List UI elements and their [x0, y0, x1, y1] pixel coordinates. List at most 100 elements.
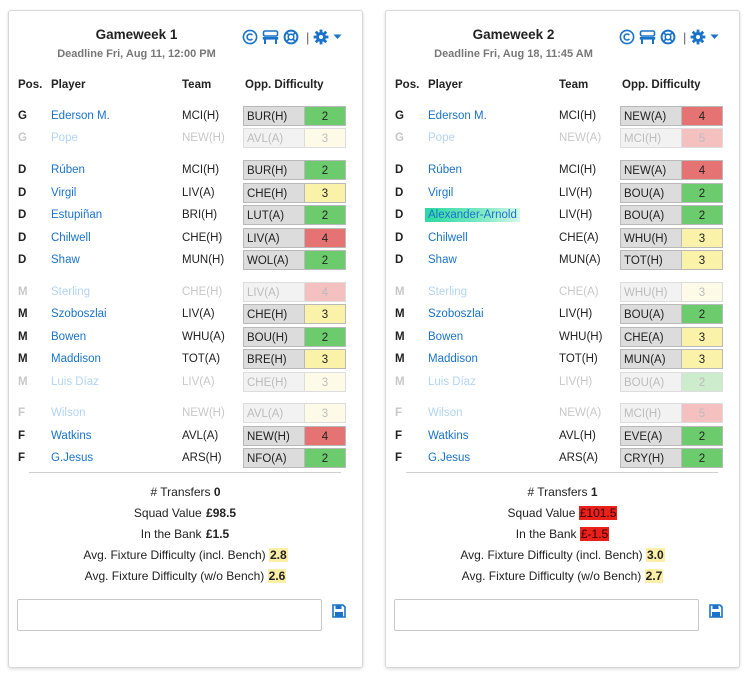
player-name-link[interactable]: G.Jesus [428, 452, 471, 464]
bank-value: £1.5 [205, 527, 230, 541]
player-name-link[interactable]: Bowen [51, 331, 87, 343]
position-label: F [18, 430, 26, 442]
player-name-link[interactable]: Sterling [51, 286, 90, 298]
difficulty-badge: 3 [681, 349, 723, 369]
card-toolbar: | [242, 28, 346, 46]
player-name-link[interactable]: Chilwell [428, 232, 468, 244]
opponent-label: BOU(A) [620, 183, 681, 203]
bank-stat: In the Bank £1.5 [9, 527, 362, 541]
gear-icon[interactable] [313, 29, 329, 45]
notes-textarea[interactable] [17, 599, 322, 631]
position-label: M [18, 331, 28, 343]
player-row: F G.Jesus ARS(A) CRY(H) 2 [386, 448, 739, 470]
opponent-label: MCI(H) [620, 128, 681, 148]
player-row: G Ederson M. MCI(H) BUR(H) 2 [9, 106, 362, 128]
opponent-label: CRY(H) [620, 448, 681, 468]
difficulty-badge: 3 [304, 128, 346, 148]
player-name-link[interactable]: Shaw [51, 254, 80, 266]
player-name-link[interactable]: Shaw [428, 254, 457, 266]
player-name-link[interactable]: G.Jesus [51, 452, 94, 464]
position-label: F [395, 407, 403, 419]
position-label: D [395, 164, 404, 176]
team-label: MCI(H) [182, 164, 220, 176]
opponent-label: BOU(A) [620, 372, 681, 392]
position-label: D [18, 209, 27, 221]
position-label: D [18, 164, 27, 176]
team-label: WHU(H) [559, 331, 603, 343]
bench-icon[interactable] [262, 29, 279, 45]
copyright-icon[interactable] [242, 29, 258, 45]
player-name-link[interactable]: Bowen [428, 331, 464, 343]
team-label: CHE(H) [182, 286, 223, 298]
player-name-link[interactable]: Watkins [51, 430, 92, 442]
player-name-link[interactable]: Szoboszlai [51, 308, 107, 320]
player-name-link[interactable]: Ederson M. [51, 110, 110, 122]
player-name-link[interactable]: Rúben [428, 164, 462, 176]
caret-down-icon[interactable] [710, 34, 719, 40]
avg-incl-label: Avg. Fixture Difficulty (incl. Bench) [460, 548, 643, 562]
difficulty-badge: 2 [304, 250, 346, 270]
lifebuoy-icon[interactable] [660, 29, 676, 45]
difficulty-badge: 2 [304, 160, 346, 180]
save-icon[interactable] [709, 604, 723, 621]
player-row: F Wilson NEW(A) MCI(H) 5 [386, 403, 739, 425]
opponent-label: LIV(A) [243, 282, 304, 302]
player-name-link[interactable]: Luis Díaz [51, 376, 99, 388]
column-header-pos: Pos. [18, 79, 43, 91]
player-name-link[interactable]: Pope [428, 132, 455, 144]
team-label: AVL(A) [182, 430, 219, 442]
opponent-label: NEW(A) [620, 106, 681, 126]
player-row: M Sterling CHE(H) LIV(A) 4 [9, 282, 362, 304]
player-name-link[interactable]: Ederson M. [428, 110, 487, 122]
opponent-label: BRE(H) [243, 349, 304, 369]
column-header-player: Player [51, 79, 86, 91]
player-name-link[interactable]: Szoboszlai [428, 308, 484, 320]
player-row: G Pope NEW(A) MCI(H) 5 [386, 128, 739, 150]
player-row: M Maddison TOT(H) MUN(A) 3 [386, 349, 739, 371]
difficulty-badge: 3 [304, 183, 346, 203]
player-name-link[interactable]: Luis Díaz [428, 376, 476, 388]
player-name-link[interactable]: Pope [51, 132, 78, 144]
difficulty-badge: 2 [304, 106, 346, 126]
player-name-link[interactable]: Virgil [428, 187, 454, 199]
player-name-link[interactable]: Rúben [51, 164, 85, 176]
difficulty-badge: 3 [304, 304, 346, 324]
team-label: LIV(H) [559, 308, 593, 320]
position-label: M [18, 353, 28, 365]
team-label: BRI(H) [182, 209, 218, 221]
player-name-link[interactable]: Watkins [428, 430, 469, 442]
player-name-link[interactable]: Chilwell [51, 232, 91, 244]
position-label: D [395, 187, 404, 199]
player-name-link[interactable]: Alexander-Arnold [425, 208, 520, 222]
player-name-link[interactable]: Maddison [51, 353, 101, 365]
position-label: M [18, 376, 28, 388]
difficulty-badge: 2 [681, 426, 723, 446]
player-row: D Shaw MUN(A) TOT(H) 3 [386, 250, 739, 272]
player-name-link[interactable]: Maddison [428, 353, 478, 365]
player-name-link[interactable]: Estupiñan [51, 209, 103, 221]
bench-icon[interactable] [639, 29, 656, 45]
player-name-link[interactable]: Wilson [428, 407, 463, 419]
opponent-label: BOU(H) [243, 327, 304, 347]
avg-difficulty-wo-bench: Avg. Fixture Difficulty (w/o Bench) 2.7 [386, 569, 739, 583]
opponent-label: MCI(H) [620, 403, 681, 423]
player-row: M Szoboszlai LIV(A) CHE(H) 3 [9, 304, 362, 326]
opponent-label: NFO(A) [243, 448, 304, 468]
toolbar-separator: | [683, 29, 687, 45]
gameweek-title: Gameweek 1 [95, 27, 178, 42]
player-name-link[interactable]: Sterling [428, 286, 467, 298]
position-label: F [18, 452, 26, 464]
player-name-link[interactable]: Virgil [51, 187, 77, 199]
gameweek-card: Gameweek 2 Deadline Fri, Aug 18, 11:45 A… [385, 10, 740, 668]
difficulty-badge: 2 [681, 183, 723, 203]
notes-textarea[interactable] [394, 599, 699, 631]
team-label: CHE(A) [559, 286, 599, 298]
caret-down-icon[interactable] [333, 34, 342, 40]
save-icon[interactable] [332, 604, 346, 621]
copyright-icon[interactable] [619, 29, 635, 45]
team-label: NEW(A) [559, 407, 602, 419]
gear-icon[interactable] [690, 29, 706, 45]
difficulty-badge: 2 [304, 448, 346, 468]
player-name-link[interactable]: Wilson [51, 407, 86, 419]
lifebuoy-icon[interactable] [283, 29, 299, 45]
